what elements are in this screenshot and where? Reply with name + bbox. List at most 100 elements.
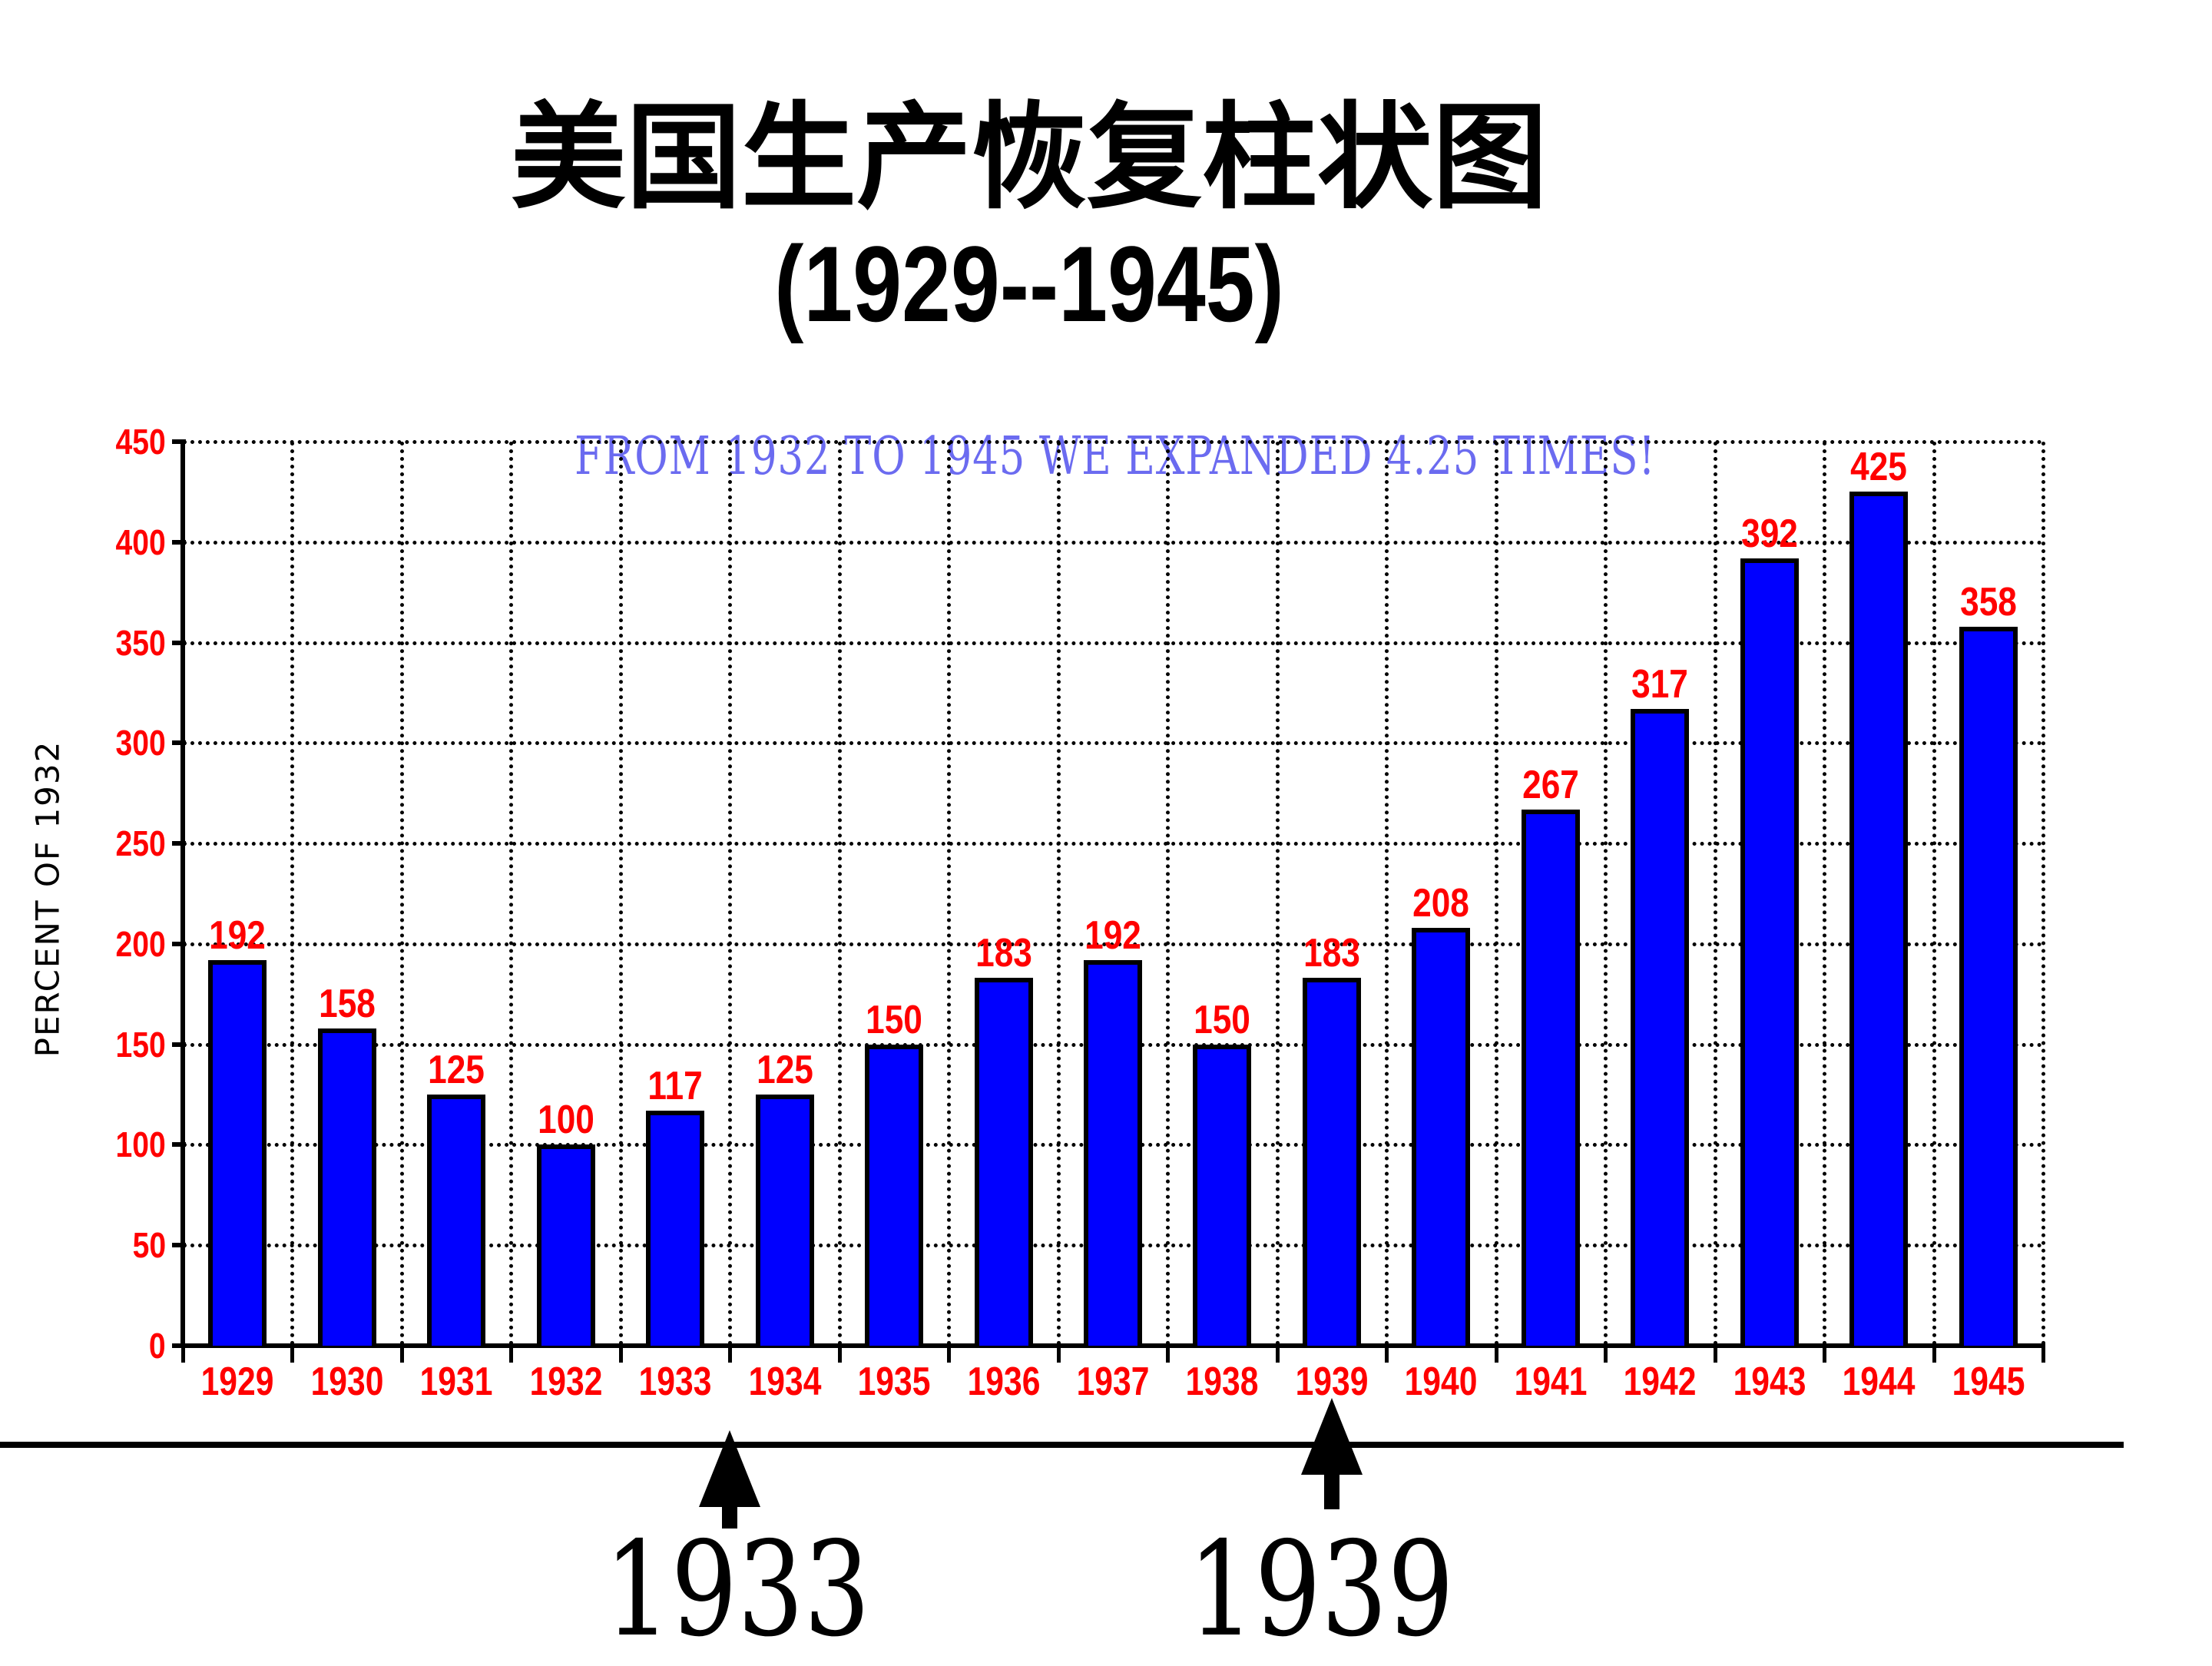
bar-1931 (427, 1095, 486, 1346)
chart-title-chinese: 美国生产恢复柱状图 (510, 90, 1548, 225)
x-tick-label: 1931 (419, 1360, 493, 1404)
gridline-vertical (1604, 442, 1608, 1346)
x-tick-label: 1939 (1295, 1360, 1369, 1404)
y-tick-label: 200 (115, 923, 166, 964)
gridline-vertical (947, 442, 952, 1346)
x-tick (1166, 1346, 1171, 1363)
x-tick-label: 1941 (1514, 1360, 1588, 1404)
x-tick (1932, 1346, 1936, 1363)
x-tick (947, 1346, 952, 1363)
bar-1935 (865, 1044, 924, 1346)
x-tick (1385, 1346, 1389, 1363)
bar-value-label: 158 (318, 981, 376, 1026)
gridline-horizontal (183, 942, 2043, 946)
gridline-vertical (2041, 442, 2045, 1346)
gridline-horizontal (183, 641, 2043, 645)
x-tick-label: 1929 (200, 1360, 274, 1404)
x-tick-label: 1935 (857, 1360, 931, 1404)
bar-value-label: 317 (1631, 661, 1689, 707)
bar-1932 (536, 1144, 595, 1346)
chart-title-years: (1929--1945) (774, 224, 1284, 344)
gridline-vertical (618, 442, 623, 1346)
y-tick-label: 0 (149, 1326, 166, 1366)
bar-1938 (1193, 1044, 1252, 1346)
x-tick-label: 1933 (638, 1360, 712, 1404)
gridline-vertical (399, 442, 404, 1346)
x-tick (290, 1346, 295, 1363)
y-tick (172, 1343, 186, 1348)
y-tick-label: 350 (115, 622, 166, 663)
bar-1941 (1521, 809, 1580, 1346)
bar-1945 (1959, 626, 2018, 1346)
gridline-vertical (1275, 442, 1280, 1346)
bar-1937 (1084, 959, 1142, 1346)
x-tick (1056, 1346, 1061, 1363)
x-tick (399, 1346, 404, 1363)
y-tick-label: 400 (115, 522, 166, 562)
timeline-year-label: 1933 (604, 1514, 871, 1666)
bar-1930 (317, 1028, 376, 1346)
x-tick-label: 1943 (1733, 1360, 1806, 1404)
bar-value-label: 100 (537, 1098, 594, 1143)
x-tick (1713, 1346, 1717, 1363)
gridline-vertical (1932, 442, 1936, 1346)
y-tick-label: 50 (132, 1225, 166, 1266)
y-tick (172, 841, 186, 846)
x-tick (2041, 1346, 2045, 1363)
gridline-horizontal (183, 440, 2043, 444)
y-tick-label: 300 (115, 723, 166, 763)
gridline-vertical (1713, 442, 1717, 1346)
x-tick-label: 1945 (1952, 1360, 2025, 1404)
y-tick (172, 1042, 186, 1047)
bar-1943 (1740, 558, 1799, 1346)
gridline-vertical (1166, 442, 1171, 1346)
bar-value-label: 125 (428, 1048, 485, 1093)
gridline-horizontal (183, 842, 2043, 846)
bar-1942 (1631, 708, 1690, 1346)
y-axis-label: PERCENT OF 1932 (28, 740, 67, 1058)
x-tick (1275, 1346, 1280, 1363)
y-tick (172, 539, 186, 545)
y-tick-label: 100 (115, 1124, 166, 1165)
x-tick (837, 1346, 842, 1363)
y-axis-line (180, 442, 185, 1346)
timeline-line (0, 1442, 2124, 1448)
annotation-text: FROM 1932 TO 1945 WE EXPANDED 4.25 TIMES… (575, 426, 1656, 487)
bar-value-label: 183 (975, 931, 1032, 976)
timeline-year-label: 1939 (1187, 1514, 1455, 1666)
x-tick-label: 1942 (1623, 1360, 1697, 1404)
bar-value-label: 117 (647, 1063, 703, 1108)
gridline-vertical (509, 442, 514, 1346)
x-tick (1823, 1346, 1827, 1363)
plot-area: FROM 1932 TO 1945 WE EXPANDED 4.25 TIMES… (116, 424, 2045, 1402)
x-tick (509, 1346, 514, 1363)
bar-1939 (1302, 978, 1361, 1346)
bar-1936 (974, 978, 1033, 1346)
bar-1944 (1849, 492, 1909, 1346)
y-tick-label: 250 (115, 823, 166, 864)
bar-1933 (646, 1110, 705, 1346)
y-tick (172, 439, 186, 444)
x-tick (728, 1346, 733, 1363)
y-tick-label: 450 (115, 422, 166, 462)
bar-1929 (208, 959, 267, 1346)
x-tick-label: 1938 (1186, 1360, 1259, 1404)
bar-value-label: 392 (1740, 511, 1798, 556)
y-tick (172, 1142, 186, 1148)
bar-value-label: 358 (1959, 579, 2017, 624)
x-tick-label: 1936 (967, 1360, 1040, 1404)
gridline-vertical (1494, 442, 1498, 1346)
gridline-vertical (290, 442, 295, 1346)
gridline-vertical (1823, 442, 1827, 1346)
bar-value-label: 267 (1522, 762, 1579, 807)
gridline-horizontal (183, 741, 2043, 746)
bar-value-label: 150 (866, 997, 922, 1042)
x-tick-label: 1930 (310, 1360, 384, 1404)
bar-value-label: 192 (1084, 912, 1141, 958)
gridline-vertical (1056, 442, 1061, 1346)
y-tick (172, 1243, 186, 1248)
bar-value-label: 150 (1194, 997, 1251, 1042)
y-tick (172, 740, 186, 746)
x-tick-label: 1944 (1842, 1360, 1916, 1404)
bar-1940 (1412, 927, 1471, 1346)
